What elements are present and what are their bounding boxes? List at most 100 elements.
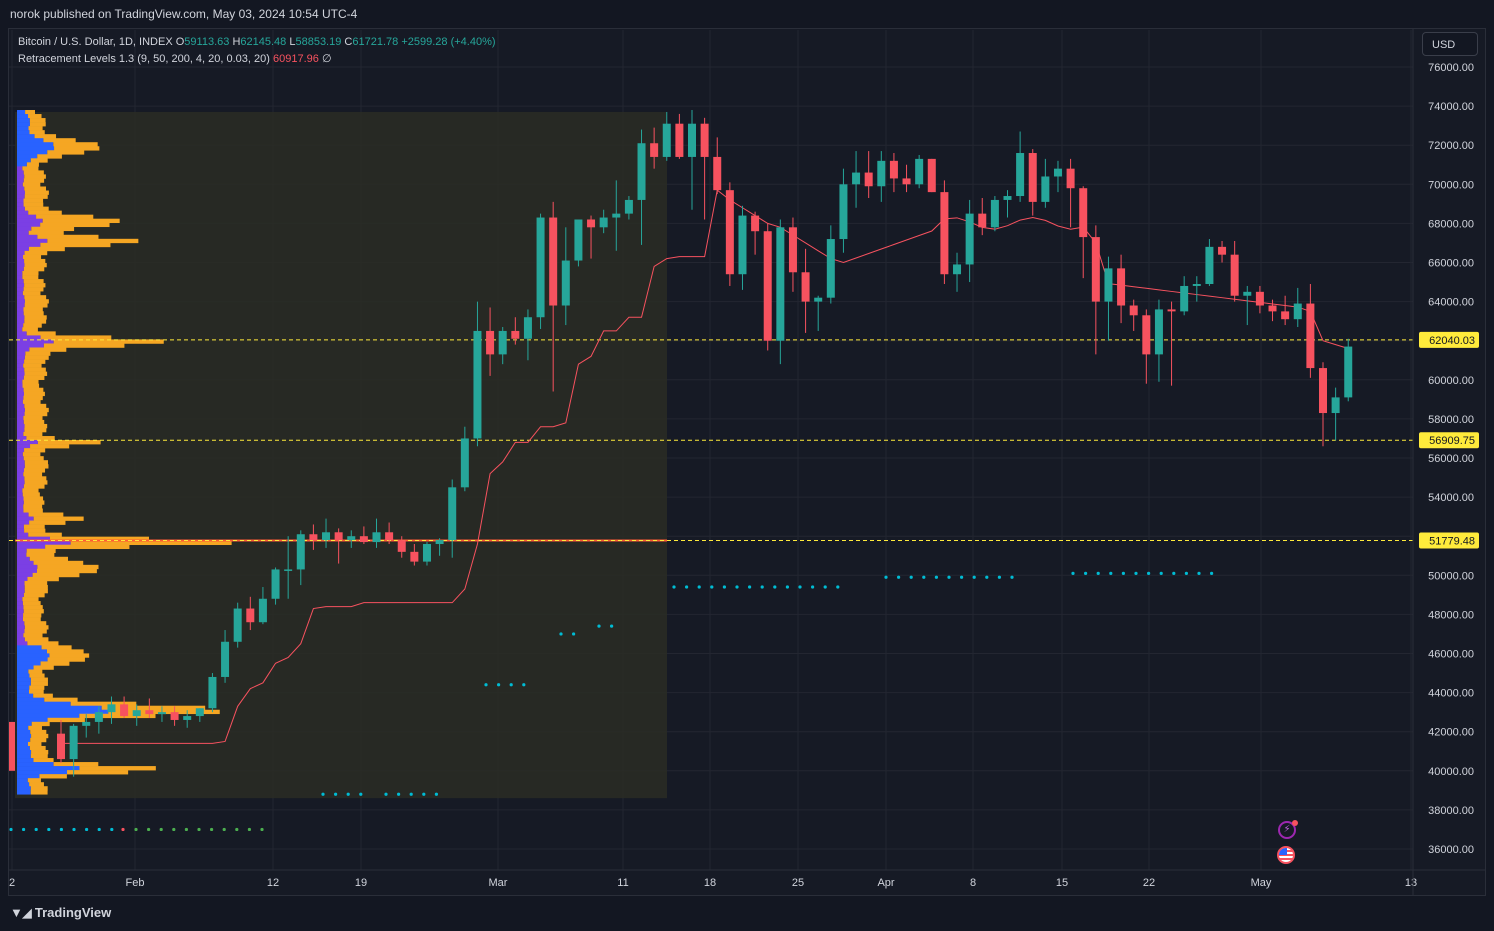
candle-body[interactable] <box>751 215 760 232</box>
candle-body[interactable] <box>296 534 305 570</box>
candle-body[interactable] <box>208 676 217 709</box>
candle-body[interactable] <box>599 217 608 228</box>
candle-body[interactable] <box>1104 268 1113 302</box>
candle-body[interactable] <box>410 551 419 562</box>
candle-body[interactable] <box>1205 246 1214 285</box>
candle-body[interactable] <box>1319 368 1327 414</box>
candle-body[interactable] <box>738 215 747 275</box>
candle-body[interactable] <box>1167 309 1176 312</box>
candle-body[interactable] <box>422 544 431 562</box>
candle-body[interactable] <box>814 297 823 302</box>
candle-body[interactable] <box>347 536 356 541</box>
candle-body[interactable] <box>889 160 898 179</box>
candle-body[interactable] <box>397 540 406 552</box>
candle-body[interactable] <box>927 158 936 193</box>
candle-body[interactable] <box>1293 303 1302 320</box>
candle-body[interactable] <box>1016 153 1025 197</box>
candle-body[interactable] <box>221 641 230 677</box>
candle-body[interactable] <box>1218 246 1227 255</box>
candle-body[interactable] <box>852 172 861 185</box>
us-flag-icon[interactable] <box>1277 846 1295 864</box>
candle-body[interactable] <box>258 598 267 623</box>
candle-body[interactable] <box>1117 268 1126 306</box>
candle-body[interactable] <box>170 712 179 720</box>
candle-body[interactable] <box>157 712 166 715</box>
candle-body[interactable] <box>1281 311 1290 320</box>
indicator-title[interactable]: Retracement Levels 1.3 (9, 50, 200, 4, 2… <box>18 53 270 65</box>
candle-body[interactable] <box>624 199 633 214</box>
level-price-tag[interactable] <box>1419 331 1479 348</box>
symbol-title[interactable]: Bitcoin / U.S. Dollar, 1D, INDEX <box>18 36 173 48</box>
candle-body[interactable] <box>574 219 583 261</box>
candle-body[interactable] <box>826 239 835 298</box>
candle-body[interactable] <box>82 721 91 726</box>
candle-body[interactable] <box>940 192 949 275</box>
candle-body[interactable] <box>1028 153 1037 202</box>
candle-body[interactable] <box>1230 254 1239 296</box>
candle-body[interactable] <box>1003 196 1012 200</box>
candle-body[interactable] <box>385 532 394 541</box>
candle-body[interactable] <box>978 213 987 228</box>
candle-body[interactable] <box>650 143 659 157</box>
candle-body[interactable] <box>1041 176 1050 202</box>
candle-body[interactable] <box>877 160 886 187</box>
candle-body[interactable] <box>1091 237 1100 302</box>
candle-body[interactable] <box>902 178 911 185</box>
candle-body[interactable] <box>486 330 495 355</box>
candle-body[interactable] <box>246 608 255 623</box>
candle-body[interactable] <box>145 710 154 715</box>
candle-body[interactable] <box>536 217 545 318</box>
candle-body[interactable] <box>107 704 116 713</box>
candle-body[interactable] <box>1180 285 1189 312</box>
candle-body[interactable] <box>839 184 848 240</box>
candle-body[interactable] <box>69 725 78 760</box>
candle-body[interactable] <box>183 716 192 720</box>
candle-body[interactable] <box>725 190 734 275</box>
level-price-tag[interactable] <box>1419 532 1479 549</box>
candle-body[interactable] <box>1079 188 1088 238</box>
candle-body[interactable] <box>801 272 810 302</box>
candle-body[interactable] <box>990 199 999 228</box>
candle-body[interactable] <box>359 536 368 543</box>
candle-body[interactable] <box>309 534 318 541</box>
candle-body[interactable] <box>473 330 482 439</box>
candle-body[interactable] <box>549 217 558 306</box>
level-price-tag[interactable] <box>1419 432 1479 449</box>
candle-body[interactable] <box>953 264 962 275</box>
candle-body[interactable] <box>94 712 103 722</box>
candle-body[interactable] <box>915 158 924 185</box>
candle-body[interactable] <box>662 123 671 157</box>
candle-body[interactable] <box>1255 291 1264 306</box>
candle-body[interactable] <box>498 330 507 355</box>
candle-body[interactable] <box>511 330 520 339</box>
candle-body[interactable] <box>435 540 444 545</box>
candle-body[interactable] <box>587 219 596 228</box>
candle-body[interactable] <box>688 123 696 157</box>
candle-body[interactable] <box>334 532 343 541</box>
candle-body[interactable] <box>1129 305 1138 316</box>
candle-body[interactable] <box>1154 309 1163 355</box>
tradingview-logo[interactable]: ▼◢ TradingView <box>10 905 111 921</box>
candle-body[interactable] <box>372 532 381 543</box>
candle-body[interactable] <box>271 569 280 599</box>
candle-body[interactable] <box>57 733 65 760</box>
candle-body[interactable] <box>1066 168 1075 189</box>
candle-body[interactable] <box>284 569 293 571</box>
candle-body[interactable] <box>195 708 204 717</box>
candle-body[interactable] <box>788 227 797 273</box>
candle-body[interactable] <box>637 143 646 200</box>
candle-body[interactable] <box>763 231 772 341</box>
candle-body[interactable] <box>1344 346 1353 398</box>
candle-body[interactable] <box>713 156 722 191</box>
candle-body[interactable] <box>612 213 621 218</box>
candle-body[interactable] <box>460 438 469 488</box>
candle-body[interactable] <box>523 317 532 339</box>
candle-body[interactable] <box>448 487 457 541</box>
candle-body[interactable] <box>120 704 129 717</box>
candle-body[interactable] <box>1268 305 1277 312</box>
candle-body[interactable] <box>1306 303 1315 369</box>
candle-body[interactable] <box>1192 284 1201 286</box>
candle-body[interactable] <box>1142 315 1151 355</box>
currency-button[interactable]: USD <box>1422 32 1478 56</box>
